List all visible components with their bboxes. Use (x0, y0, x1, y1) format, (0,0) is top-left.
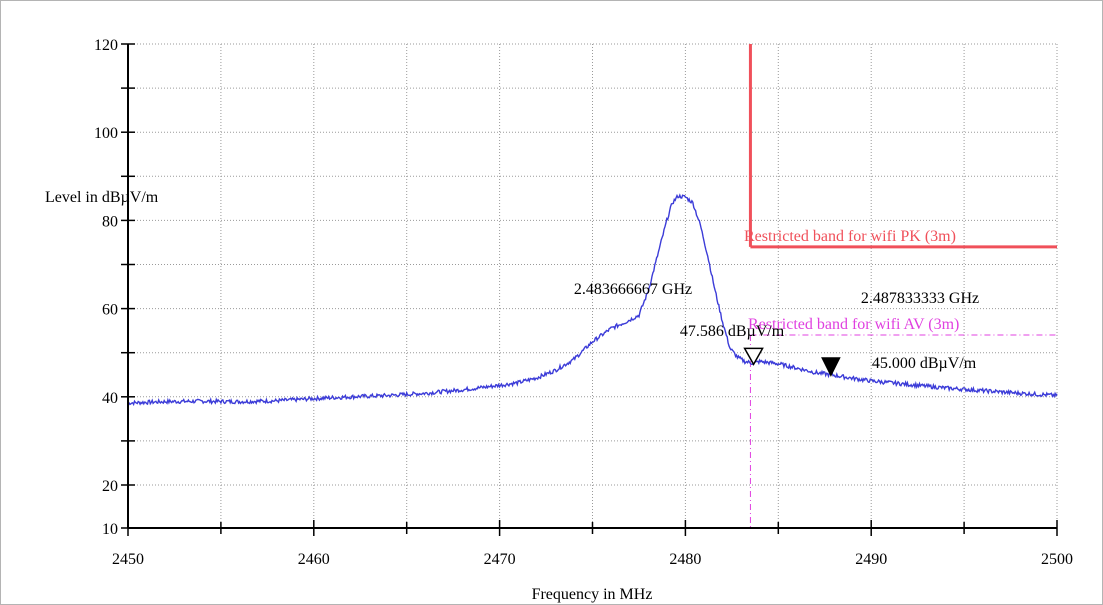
marker-group: 2.483666667 GHz 47.586 dBµV/m 2.487833333 … (574, 281, 979, 377)
limit-lines: Restricted band for wifi PK (3m) Restrict… (744, 44, 1057, 528)
axes (121, 43, 1058, 536)
x-tick-label: 2450 (112, 551, 144, 568)
marker-2-level-label: 45.000 dBµV/m (872, 355, 977, 372)
marker-2-frequency-label: 2.487833333 GHz (861, 290, 979, 307)
limit-pk-label: Restricted band for wifi PK (3m) (744, 228, 956, 245)
x-tick-label: 2470 (484, 551, 516, 568)
y-tick-label: 100 (94, 125, 118, 142)
text-labels: Level in dBµV/m Frequency in MHz (45, 189, 652, 603)
trace-line (127, 193, 1058, 407)
y-tick-label: 20 (102, 478, 118, 495)
x-tick-label: 2500 (1041, 551, 1073, 568)
y-tick-label: 80 (102, 213, 118, 230)
marker-1-level-label: 47.586 dBµV/m (680, 323, 785, 340)
x-tick-labels: 2450 2460 2470 2480 2490 2500 (112, 551, 1073, 568)
y-tick-labels: 10 20 40 60 80 100 120 (94, 37, 118, 538)
y-axis-label: Level in dBµV/m (45, 189, 159, 206)
y-tick-label: 10 (102, 521, 118, 538)
marker-2-filled-triangle (821, 357, 841, 377)
y-tick-label: 40 (102, 390, 118, 407)
grid-lines (128, 43, 1058, 528)
y-tick-label: 120 (94, 37, 118, 54)
x-tick-label: 2460 (298, 551, 330, 568)
x-tick-label: 2480 (669, 551, 701, 568)
x-tick-label: 2490 (855, 551, 887, 568)
y-tick-label: 60 (102, 302, 118, 319)
marker-1-open-triangle (743, 347, 764, 366)
marker-1-frequency-label: 2.483666667 GHz (574, 281, 692, 298)
limit-av-label: Restricted band for wifi AV (3m) (748, 316, 959, 333)
x-axis-label: Frequency in MHz (532, 586, 653, 603)
